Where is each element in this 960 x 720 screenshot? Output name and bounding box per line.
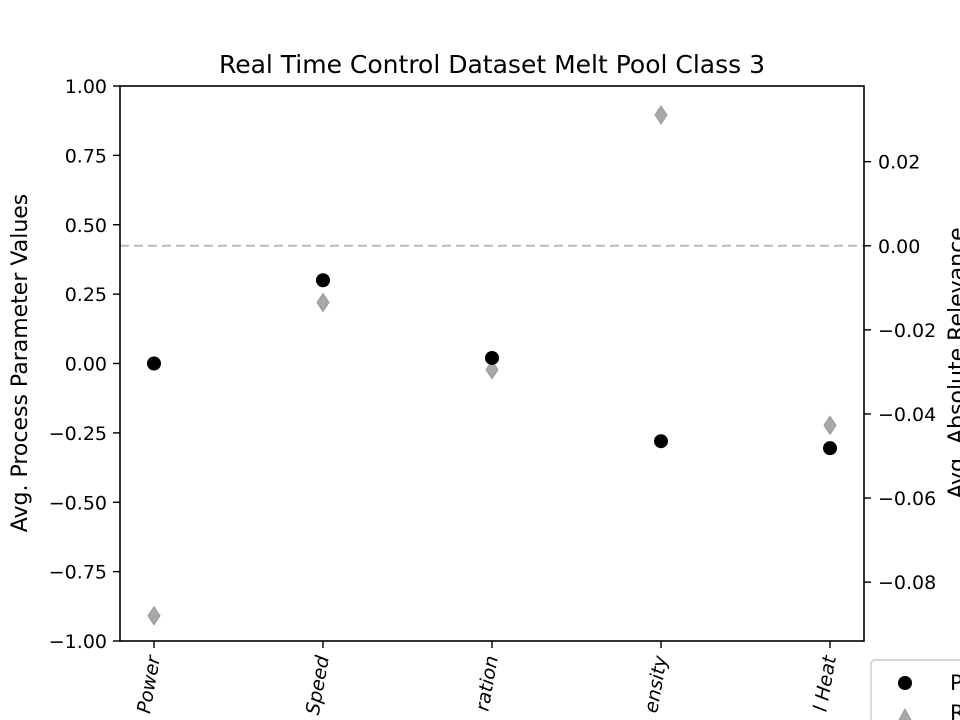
chart-title: Real Time Control Dataset Melt Pool Clas… (219, 50, 765, 79)
legend-marker-p (898, 676, 912, 690)
x-tick-label: ration (472, 654, 503, 713)
x-tick-label: ensity (640, 653, 672, 714)
point-p (316, 273, 330, 288)
y-tick-label-left: 0.50 (65, 215, 107, 237)
y-axis-left: 1.00 0.75 0.50 0.25 0.00 −0.25 −0.50 −0.75 −1.00 (49, 76, 120, 653)
legend-marker-r (898, 707, 912, 720)
y-tick-label-left: 0.25 (65, 284, 107, 306)
x-tick-label: Power (133, 653, 165, 715)
series-p (147, 273, 837, 456)
y-tick-label-left: 0.00 (65, 354, 107, 376)
x-axis: Power Speed ration ensity l Heat (133, 641, 841, 717)
legend-frame (870, 659, 960, 720)
point-p (654, 434, 668, 449)
legend-label-p: P (950, 671, 960, 695)
y-tick-label-right: −0.04 (878, 404, 936, 426)
y-tick-label-right: 0.00 (878, 236, 920, 258)
point-r (654, 105, 668, 125)
series-r (147, 105, 837, 626)
point-r (823, 415, 837, 436)
x-tick-label: l Heat (809, 653, 841, 714)
y-tick-label-left: −0.25 (49, 423, 107, 445)
point-r (485, 359, 499, 380)
legend-label-r: R (950, 701, 960, 720)
point-r (147, 605, 161, 626)
y-tick-label-left: 0.75 (65, 145, 107, 167)
y-axis-right-label: Avg. Absolute Relevance (945, 227, 960, 498)
y-axis-right: 0.02 0.00 −0.02 −0.04 −0.06 −0.08 (864, 152, 936, 594)
y-tick-label-right: −0.06 (878, 488, 936, 510)
y-tick-label-left: −0.50 (49, 492, 107, 514)
y-tick-label-left: −0.75 (49, 562, 107, 584)
point-p (147, 356, 161, 371)
y-tick-label-right: −0.08 (878, 572, 936, 594)
point-p (485, 350, 499, 365)
point-p (823, 441, 837, 456)
x-tick-label: Speed (302, 653, 334, 716)
legend: P R (870, 659, 960, 720)
y-tick-label-left: −1.00 (49, 631, 107, 653)
y-axis-left-label: Avg. Process Parameter Values (8, 194, 33, 533)
y-tick-label-right: −0.02 (878, 320, 936, 342)
y-tick-label-left: 1.00 (65, 76, 107, 98)
y-tick-label-right: 0.02 (878, 152, 920, 174)
point-r (316, 292, 330, 313)
